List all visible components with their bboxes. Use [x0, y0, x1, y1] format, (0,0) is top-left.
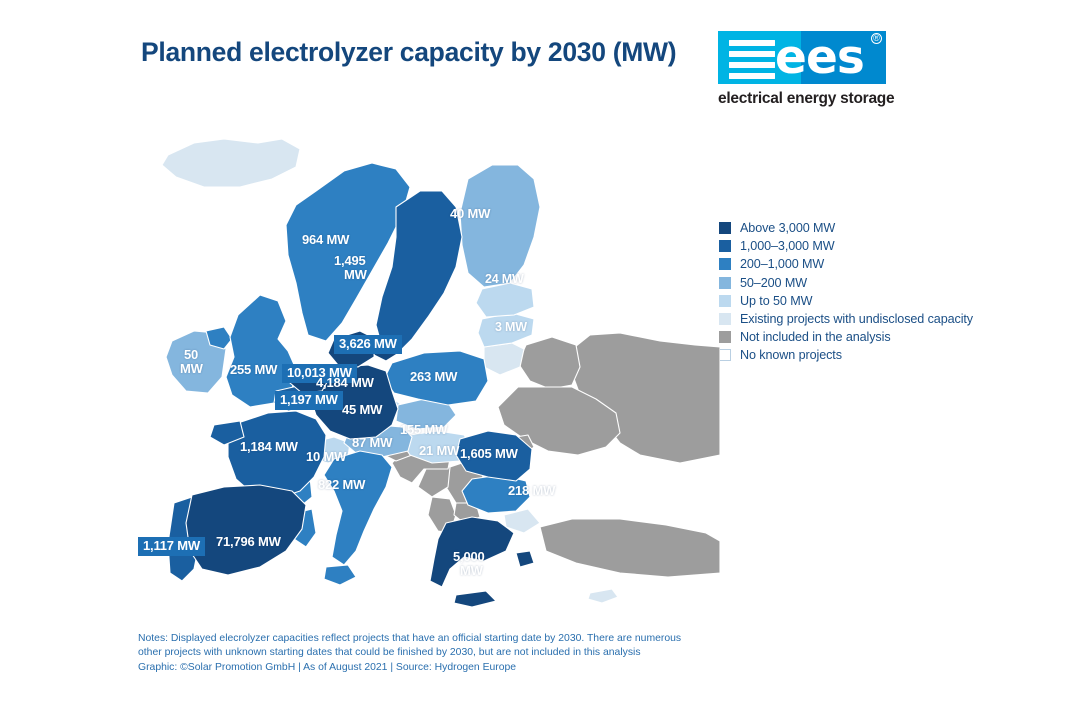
country-sweden [375, 190, 463, 354]
registered-trademark-icon: ® [871, 33, 882, 44]
map-label-sweden-line2: MW [344, 267, 367, 282]
map-label-belgium: 1,197 MW [275, 391, 343, 410]
map-label-finland: 40 MW [450, 206, 491, 221]
country-cyprus [587, 588, 619, 604]
country-estonia [475, 282, 535, 318]
legend-label-200-1000: 200–1,000 MW [740, 257, 825, 272]
legend-label-not-included: Not included in the analysis [740, 330, 891, 345]
footer-credit: Graphic: ©Solar Promotion GmbH | As of A… [138, 661, 517, 673]
map-label-switzerland: 10 MW [306, 449, 347, 464]
map-label-germany: 4,184 MW [316, 375, 374, 390]
legend-swatch-200-1000 [719, 258, 731, 271]
legend-label-above-3000: Above 3,000 MW [740, 221, 836, 236]
map-label-bulgaria: 218 MW [508, 483, 556, 498]
legend-swatch-50-200 [719, 276, 731, 289]
country-ireland [165, 330, 227, 394]
map-label-denmark: 3,626 MW [334, 335, 402, 354]
country-finland [459, 164, 541, 288]
logo-tagline: electrical energy storage [718, 90, 895, 107]
legend-label-1000-3000: 1,000–3,000 MW [740, 239, 835, 254]
legend-item-not-included: Not included in the analysis [719, 328, 973, 346]
logo-letter-es: es [806, 30, 865, 85]
map-label-poland: 263 MW [410, 369, 458, 384]
legend-label-upto-50: Up to 50 MW [740, 293, 813, 308]
country-lithuania [483, 342, 525, 376]
legend-swatch-1000-3000 [719, 240, 731, 253]
legend-swatch-undisclosed [719, 313, 731, 326]
map-label-romania: 1,605 MW [460, 446, 518, 461]
map-label-netherlands: 10,013 MW [282, 364, 357, 383]
country-romania [455, 430, 533, 482]
map-label-estonia: 24 MW [485, 272, 524, 286]
legend-item-upto-50: Up to 50 MW [719, 292, 973, 310]
map-label-ireland-line1: 50 [184, 347, 199, 362]
legend-item-undisclosed: Existing projects with undisclosed capac… [719, 310, 973, 328]
country-france-brittany [209, 420, 245, 446]
map-label-uk: 255 MW [230, 362, 278, 377]
map-label-latvia: 3 MW [495, 320, 527, 334]
europe-choropleth-map: 964 MW 1,495 MW 40 MW 24 MW 3 MW 3,626 M… [120, 95, 720, 625]
country-bosnia [417, 466, 451, 498]
map-label-france: 1,184 MW [240, 439, 298, 454]
country-turkey [539, 518, 720, 578]
country-greece [429, 516, 515, 588]
map-label-spain: 71,796 MW [216, 534, 281, 549]
map-label-greece-line1: 5,000 [453, 549, 485, 564]
map-label-portugal: 1,117 MW [138, 537, 205, 556]
country-greece-crete [453, 590, 497, 608]
map-label-slovakia: 155 MW [400, 422, 448, 437]
legend-swatch-above-3000 [719, 222, 731, 235]
logo-bar-2 [729, 51, 775, 57]
country-spain [185, 484, 307, 576]
footer-line-1: Notes: Displayed elecrolyzer capacities … [138, 633, 682, 644]
map-label-greece-line2: MW [460, 563, 483, 578]
map-label-ireland-line2: MW [180, 361, 203, 376]
map-label-norway: 964 MW [302, 232, 350, 247]
map-label-austria: 87 MW [352, 435, 393, 450]
logo-mark: e es ® [718, 31, 886, 84]
logo-bar-4 [729, 73, 775, 79]
country-italy-sicily [323, 564, 357, 586]
country-germany [309, 364, 399, 440]
country-france [227, 410, 327, 500]
legend-item-50-200: 50–200 MW [719, 274, 973, 292]
map-label-italy: 822 MW [318, 477, 366, 492]
legend-swatch-upto-50 [719, 294, 731, 307]
country-iceland [161, 138, 301, 188]
logo-bar-3 [729, 62, 775, 68]
footer-line-2: other projects with unknown starting dat… [138, 646, 641, 658]
legend-swatch-no-projects [719, 349, 731, 362]
legend-label-no-projects: No known projects [740, 348, 842, 363]
country-belarus [517, 336, 581, 390]
country-turkey-european-thrace [503, 508, 541, 534]
legend-swatch-not-included [719, 331, 731, 344]
legend-item-above-3000: Above 3,000 MW [719, 219, 973, 237]
map-label-czechia: 45 MW [342, 402, 383, 417]
footer-notes: Notes: Displayed elecrolyzer capacities … [138, 632, 698, 674]
country-norway [285, 162, 411, 342]
legend-item-200-1000: 200–1,000 MW [719, 255, 973, 273]
legend-label-undisclosed: Existing projects with undisclosed capac… [740, 312, 973, 327]
map-label-sweden-line1: 1,495 [334, 253, 366, 268]
legend-label-50-200: 50–200 MW [740, 275, 808, 290]
legend-item-1000-3000: 1,000–3,000 MW [719, 237, 973, 255]
legend-item-no-projects: No known projects [719, 346, 973, 364]
country-northern-ireland [205, 326, 233, 350]
ees-logo: e es ® electrical energy storage [718, 31, 895, 108]
logo-bar-1 [729, 40, 775, 46]
page-title: Planned electrolyzer capacity by 2030 (M… [141, 37, 677, 67]
logo-letter-e: e [775, 30, 807, 85]
legend: Above 3,000 MW 1,000–3,000 MW 200–1,000 … [719, 219, 973, 365]
country-greece-islands [515, 550, 535, 568]
country-italy [323, 450, 393, 566]
map-label-hungary: 21 MW [419, 443, 460, 458]
